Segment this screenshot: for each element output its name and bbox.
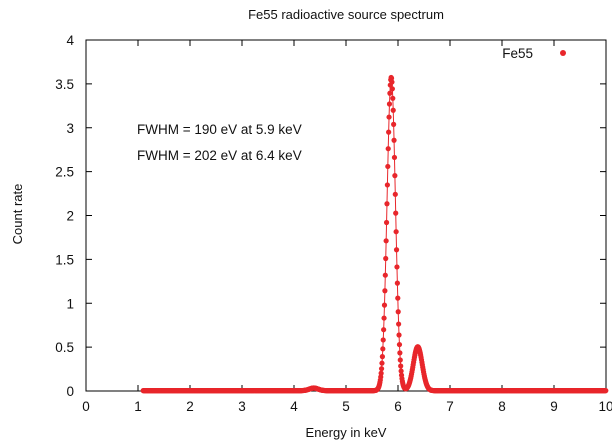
data-point xyxy=(382,272,388,278)
data-point xyxy=(379,360,385,366)
series-fe55 xyxy=(140,74,609,394)
y-tick-label: 4 xyxy=(66,33,74,48)
x-tick-label: 4 xyxy=(290,399,298,414)
y-tick-label: 1.5 xyxy=(55,252,74,267)
data-point xyxy=(390,107,396,113)
data-point xyxy=(393,210,399,216)
x-axis-ticks: 0 1 2 3 4 5 6 7 8 9 10 xyxy=(82,40,612,414)
data-point xyxy=(386,129,392,135)
data-point xyxy=(381,315,387,321)
data-point xyxy=(378,370,384,376)
data-point xyxy=(383,255,389,262)
data-point xyxy=(380,337,386,343)
data-point xyxy=(397,357,403,363)
x-tick-label: 3 xyxy=(238,399,246,414)
annotation-fwhm-6-4: FWHM = 202 eV at 6.4 keV xyxy=(137,148,302,163)
data-point xyxy=(385,146,391,152)
y-tick-label: 3.5 xyxy=(55,77,74,92)
data-point xyxy=(381,302,388,308)
data-point xyxy=(386,101,393,107)
data-point xyxy=(392,173,398,179)
data-point xyxy=(384,182,390,188)
data-point xyxy=(392,191,398,197)
y-tick-label: 1 xyxy=(66,296,74,311)
data-point xyxy=(384,201,390,207)
data-point xyxy=(387,90,393,96)
y-tick-label: 2 xyxy=(66,209,74,224)
plot-frame xyxy=(85,39,607,392)
chart-title: Fe55 radioactive source spectrum xyxy=(248,7,444,22)
x-tick-label: 7 xyxy=(446,399,454,414)
data-point xyxy=(394,264,400,270)
y-axis-ticks: 0 0.5 1 1.5 2 2.5 3 3.5 4 xyxy=(55,33,606,399)
data-point xyxy=(396,341,403,348)
y-tick-label: 0.5 xyxy=(55,340,74,355)
data-point xyxy=(390,95,396,101)
y-tick-label: 0 xyxy=(66,384,74,399)
data-point xyxy=(383,238,389,244)
data-point xyxy=(389,79,395,85)
x-tick-label: 10 xyxy=(598,399,612,414)
x-tick-label: 8 xyxy=(498,399,506,414)
data-point xyxy=(378,374,384,380)
x-tick-label: 1 xyxy=(134,399,142,414)
data-point xyxy=(391,121,397,127)
data-point xyxy=(395,295,401,301)
x-tick-label: 6 xyxy=(394,399,402,414)
data-point xyxy=(396,332,402,338)
legend-label-fe55: Fe55 xyxy=(502,46,533,61)
data-point xyxy=(378,366,385,372)
y-tick-label: 2.5 xyxy=(55,165,74,180)
annotation-fwhm-5-9: FWHM = 190 eV at 5.9 keV xyxy=(137,122,302,137)
x-axis-label: Energy in keV xyxy=(306,425,387,440)
y-axis-label: Count rate xyxy=(10,184,25,245)
x-tick-label: 5 xyxy=(342,399,350,414)
data-point xyxy=(396,321,402,327)
data-point xyxy=(393,229,399,235)
plot-border xyxy=(85,39,607,392)
data-point xyxy=(388,75,395,81)
data-point xyxy=(380,346,386,352)
y-tick-label: 3 xyxy=(66,121,74,136)
legend-marker-fe55 xyxy=(560,50,566,56)
data-point xyxy=(397,350,403,356)
data-point xyxy=(395,309,401,315)
data-point xyxy=(382,288,388,294)
data-point xyxy=(603,388,609,394)
data-point xyxy=(394,280,400,286)
x-tick-label: 9 xyxy=(550,399,558,414)
data-point xyxy=(385,163,391,170)
data-point xyxy=(389,86,395,92)
data-point xyxy=(398,368,404,374)
legend: Fe55 xyxy=(502,46,566,61)
data-point xyxy=(386,114,392,120)
data-point xyxy=(381,327,387,333)
data-point xyxy=(393,247,400,253)
x-tick-label: 2 xyxy=(186,399,194,414)
data-point xyxy=(379,354,385,360)
data-point xyxy=(383,219,390,226)
x-tick-label: 0 xyxy=(82,399,90,414)
data-point xyxy=(391,137,397,143)
data-point xyxy=(391,154,398,161)
data-point xyxy=(398,363,404,369)
